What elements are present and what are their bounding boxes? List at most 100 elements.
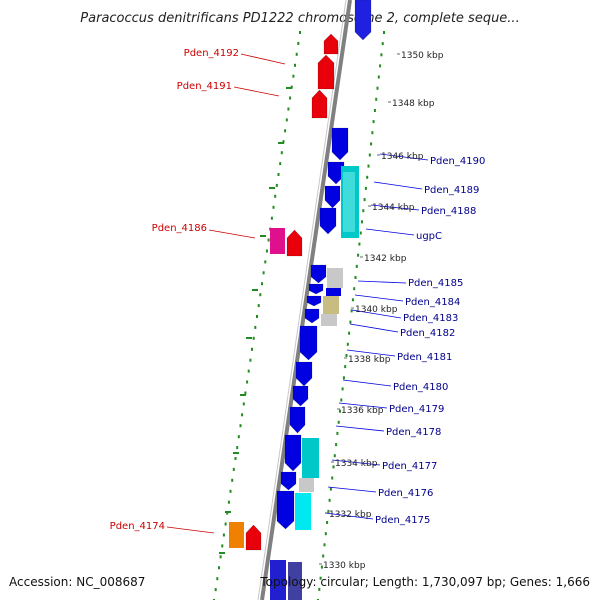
reverse-gene-arrow (306, 295, 322, 307)
inner-tick-dot (354, 276, 357, 279)
inner-tick-ring (317, 31, 385, 600)
reverse-gene-arrow (276, 490, 295, 530)
forward-gene-label: Pden_4186 (152, 223, 207, 234)
inner-tick-dot (341, 387, 344, 391)
scale-label: 1332 kbp (329, 510, 372, 520)
outer-tick-dot (265, 249, 268, 253)
outer-tick-dot (294, 63, 296, 67)
inner-tick-dot (362, 209, 365, 213)
reverse-gene-label: Pden_4182 (400, 328, 455, 339)
outer-tick-dot (216, 577, 219, 581)
reverse-gene-arrow (299, 325, 318, 361)
inner-tick-dot (353, 287, 356, 291)
reverse-gene-arrow (323, 296, 339, 314)
inner-tick-dot (327, 509, 330, 513)
inner-tick-dot (346, 342, 349, 346)
outer-tick-dot (256, 315, 258, 318)
outer-tick-ring (213, 31, 301, 600)
label-leaders (166, 53, 429, 534)
inner-tick-dot (335, 443, 338, 447)
forward-gene-label: Pden_4192 (184, 48, 239, 59)
outer-tick-dot (280, 151, 283, 155)
inner-tick-dot (329, 487, 332, 491)
inner-tick-dot (379, 64, 382, 68)
inner-tick-dot (367, 164, 370, 168)
inner-tick-dot (358, 242, 361, 246)
inner-tick-dot (373, 109, 376, 112)
reverse-gene-label: Pden_4188 (421, 206, 476, 217)
reverse-gene-arrow (302, 438, 319, 478)
outer-tick-dot (299, 31, 301, 34)
forward-gene-arrow (245, 524, 262, 551)
reverse-gene-label: Pden_4180 (393, 382, 448, 393)
outer-tick-dot (285, 118, 288, 122)
scale-label: 1344 kbp (372, 203, 415, 213)
inner-tick-dot (364, 186, 367, 190)
backbone-shadow (257, 0, 347, 600)
genome-info-text: Topology: circular; Length: 1,730,097 bp… (260, 575, 590, 589)
outer-tick-dot (267, 238, 270, 242)
inner-tick-dot (328, 498, 331, 502)
label-leader (327, 486, 377, 493)
outer-tick-dot (292, 74, 295, 78)
outer-tick-dot (252, 336, 255, 340)
scale-label: 1334 kbp (335, 459, 378, 469)
outer-tick-dot (282, 140, 285, 144)
inner-tick-dot (366, 175, 369, 179)
reverse-gene-arrow (319, 207, 337, 235)
label-leader (370, 204, 420, 211)
outer-tick-dot (224, 522, 227, 526)
inner-tick-dot (323, 543, 326, 547)
outer-tick-dot (246, 380, 249, 384)
label-leader (365, 228, 415, 236)
reverse-gene-arrow (289, 406, 306, 434)
inner-tick-dot (322, 554, 325, 558)
label-leader (233, 86, 280, 97)
label-leader (338, 402, 388, 409)
reverse-gene-label: ugpC (416, 231, 442, 242)
inner-tick-dot (320, 565, 323, 569)
outer-tick-dot (218, 566, 220, 570)
inner-tick-dot (357, 253, 360, 257)
major-ticks (219, 87, 292, 554)
inner-tick-dot (359, 231, 362, 235)
reverse-gene-arrow (284, 434, 302, 472)
accession-text: Accession: NC_008687 (9, 575, 146, 589)
outer-tick-dot (274, 194, 277, 198)
label-leader (357, 280, 407, 284)
reverse-gene-arrow (308, 283, 324, 295)
inner-tick-dot (368, 153, 371, 157)
outer-tick-dot (264, 260, 267, 264)
reverse-gene-arrow (354, 0, 372, 41)
forward-gene-label: Pden_4174 (110, 521, 165, 532)
reverse-gene-label: Pden_4183 (403, 313, 458, 324)
inner-tick-dot (371, 131, 374, 135)
inner-tick-dot (372, 120, 375, 124)
outer-tick-dot (227, 500, 230, 504)
inner-tick-dot (351, 298, 354, 302)
inner-tick-dot (333, 454, 336, 458)
reverse-gene-arrow (295, 361, 313, 387)
inner-tick-dot (345, 354, 348, 357)
inner-tick-dot (377, 75, 380, 79)
inner-tick-dot (342, 376, 345, 380)
label-leader (342, 379, 392, 387)
reverse-gene-arrow (270, 560, 286, 600)
label-leader (240, 53, 286, 65)
inner-tick-dot (337, 420, 340, 424)
reverse-gene-label: Pden_4190 (430, 156, 485, 167)
reverse-gene-arrow (331, 127, 349, 161)
inner-tick-dot (349, 320, 352, 324)
inner-tick-dot (344, 365, 347, 369)
reverse-gene-arrow (295, 493, 311, 530)
reverse-gene-label: Pden_4185 (408, 278, 463, 289)
outer-tick-dot (257, 304, 260, 308)
outer-tick-dot (247, 369, 250, 373)
forward-gene-label: Pden_4191 (177, 81, 232, 92)
inner-tick-dot (355, 264, 358, 268)
label-leader (331, 459, 381, 466)
inner-tick-dot (318, 587, 321, 591)
forward-gene-arrow (286, 229, 303, 257)
